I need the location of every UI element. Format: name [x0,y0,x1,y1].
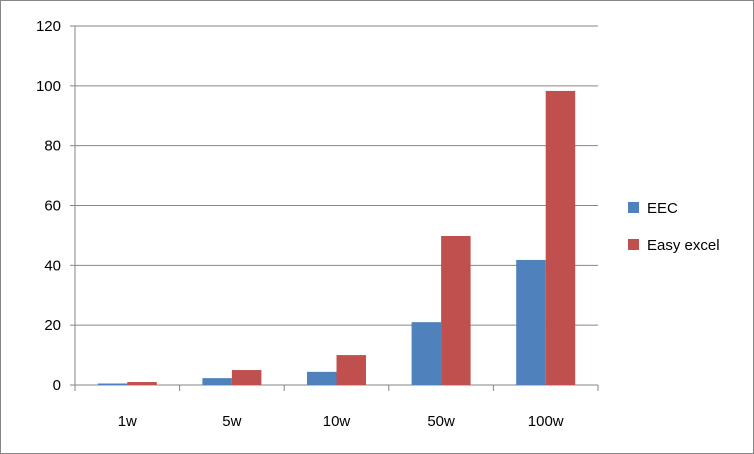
x-tick-label: 10w [323,413,351,430]
bar-easy-excel-100w [545,90,576,386]
x-tick-label: 50w [427,413,455,430]
y-tick-label: 100 [36,78,61,95]
legend-swatch [628,239,639,250]
x-tick-label: 1w [118,413,137,430]
y-tick-label: 120 [36,18,61,35]
legend-swatch [628,202,639,213]
y-tick-label: 40 [44,257,61,274]
y-tick-label: 80 [44,138,61,155]
y-tick-label: 0 [53,377,61,394]
y-axis-tick-labels: 0 20 40 60 80 100 120 [36,18,61,394]
legend-label: Easy excel [647,237,720,254]
y-tick-label: 20 [44,317,61,334]
bar-easy-excel-10w [336,355,366,385]
bar-easy-excel-5w [231,370,262,385]
bar-eec-10w [307,371,337,385]
bar-easy-excel-1w [127,382,157,385]
bar-eec-100w [516,259,546,385]
gridlines [70,25,598,386]
legend-label: EEC [647,200,678,217]
y-tick-label: 60 [44,198,61,215]
bar-eec-50w [411,322,442,385]
legend: EEC Easy excel [628,200,720,254]
bar-easy-excel-50w [441,236,471,385]
x-tick-label: 5w [222,413,241,430]
bars [97,90,576,386]
bar-eec-1w [97,383,128,385]
x-axis-tick-labels: 1w 5w 10w 50w 100w [118,413,564,430]
bar-eec-5w [202,378,232,385]
x-tick-label: 100w [528,413,564,430]
